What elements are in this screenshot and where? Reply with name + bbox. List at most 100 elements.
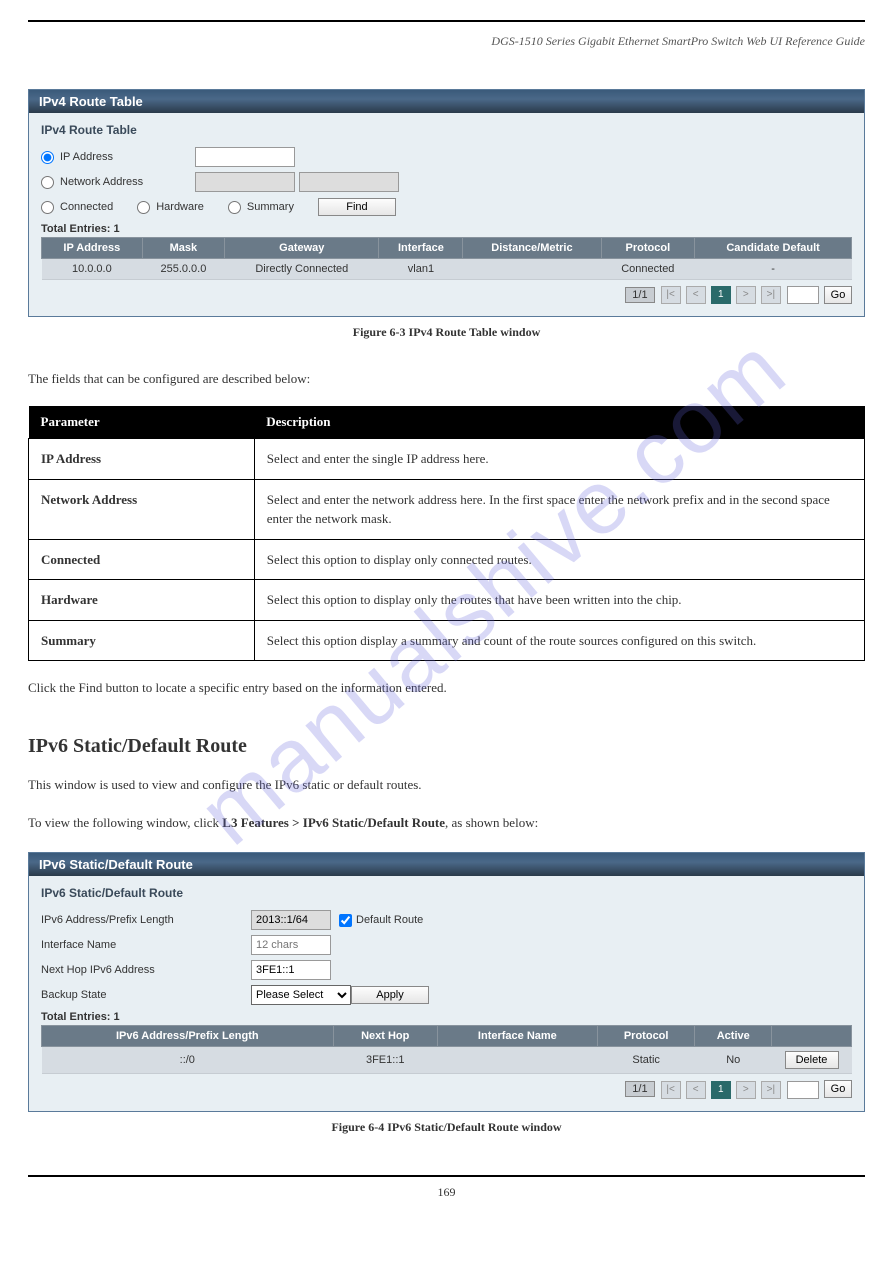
first-page-button[interactable]: |< [661, 1081, 681, 1099]
col-ipv6-address: IPv6 Address/Prefix Length [42, 1026, 334, 1047]
cell: Directly Connected [225, 259, 379, 280]
radio-summary-input[interactable] [228, 201, 241, 214]
param-desc: Select and enter the network address her… [254, 479, 864, 539]
param-name: Summary [29, 620, 255, 661]
label-backup-state: Backup State [41, 989, 251, 1001]
next-page-button[interactable]: > [736, 286, 756, 304]
first-page-button[interactable]: |< [661, 286, 681, 304]
table-row: Network AddressSelect and enter the netw… [29, 479, 865, 539]
figure-caption-1: Figure 6-3 IPv4 Route Table window [28, 325, 865, 340]
go-button[interactable]: Go [824, 286, 852, 304]
col-distance-metric: Distance/Metric [463, 238, 601, 259]
ipv4-panel-title: IPv4 Route Table [29, 90, 864, 113]
param-desc: Select this option display a summary and… [254, 620, 864, 661]
radio-hardware[interactable]: Hardware [137, 201, 204, 214]
network-prefix-input[interactable] [195, 172, 295, 192]
default-route-label: Default Route [356, 914, 423, 926]
table-row: HardwareSelect this option to display on… [29, 580, 865, 621]
page-1-button[interactable]: 1 [711, 1081, 731, 1099]
ip-address-input[interactable] [195, 147, 295, 167]
next-hop-input[interactable] [251, 960, 331, 980]
param-head-description: Description [254, 406, 864, 439]
cell: Static [597, 1047, 695, 1074]
ipv6-panel-title: IPv6 Static/Default Route [29, 853, 864, 876]
param-desc: Select this option to display only the r… [254, 580, 864, 621]
ipv4-route-table: IP Address Mask Gateway Interface Distan… [41, 237, 852, 280]
section-intro: This window is used to view and configur… [28, 774, 865, 796]
ipv6-pager: 1/1 |< < 1 > >| Go [41, 1080, 852, 1098]
col-gateway: Gateway [225, 238, 379, 259]
param-name: Connected [29, 539, 255, 580]
backup-state-select[interactable]: Please Select [251, 985, 351, 1005]
rule-bottom [28, 1175, 865, 1177]
page-number-input[interactable] [787, 286, 819, 304]
param-name: IP Address [29, 439, 255, 480]
radio-summary-label: Summary [247, 201, 294, 213]
go-button[interactable]: Go [824, 1080, 852, 1098]
radio-hardware-label: Hardware [156, 201, 204, 213]
apply-button[interactable]: Apply [351, 986, 429, 1004]
nav-path: L3 Features > IPv6 Static/Default Route [222, 815, 445, 830]
col-next-hop: Next Hop [333, 1026, 437, 1047]
param-desc: Select and enter the single IP address h… [254, 439, 864, 480]
cell: 3FE1::1 [333, 1047, 437, 1074]
network-mask-input[interactable] [299, 172, 399, 192]
nav-post: , as shown below: [445, 815, 538, 830]
page-1-button[interactable]: 1 [711, 286, 731, 304]
last-page-button[interactable]: >| [761, 1081, 781, 1099]
page-indicator: 1/1 [625, 287, 654, 303]
radio-connected-label: Connected [60, 201, 113, 213]
radio-hardware-input[interactable] [137, 201, 150, 214]
radio-summary[interactable]: Summary [228, 201, 294, 214]
col-active: Active [695, 1026, 772, 1047]
radio-connected[interactable]: Connected [41, 201, 113, 214]
label-interface-name: Interface Name [41, 939, 251, 951]
radio-network-address[interactable]: Network Address [41, 176, 171, 189]
param-name: Hardware [29, 580, 255, 621]
ipv6-sub-title: IPv6 Static/Default Route [41, 886, 852, 900]
ipv6-panel: IPv6 Static/Default Route IPv6 Static/De… [28, 852, 865, 1111]
table-row: ConnectedSelect this option to display o… [29, 539, 865, 580]
next-page-button[interactable]: > [736, 1081, 756, 1099]
cell: ::/0 [42, 1047, 334, 1074]
prev-page-button[interactable]: < [686, 286, 706, 304]
radio-ip-address-label: IP Address [60, 151, 113, 163]
radio-network-address-input[interactable] [41, 176, 54, 189]
nav-pre: To view the following window, click [28, 815, 222, 830]
radio-ip-address[interactable]: IP Address [41, 151, 171, 164]
col-interface: Interface [379, 238, 463, 259]
label-next-hop: Next Hop IPv6 Address [41, 964, 251, 976]
ipv6-address-input[interactable] [251, 910, 331, 930]
radio-network-address-label: Network Address [60, 176, 143, 188]
param-name: Network Address [29, 479, 255, 539]
find-button[interactable]: Find [318, 198, 396, 216]
page-number-input[interactable] [787, 1081, 819, 1099]
param-desc: Select this option to display only conne… [254, 539, 864, 580]
col-candidate-default: Candidate Default [695, 238, 852, 259]
col-ip-address: IP Address [42, 238, 143, 259]
col-protocol: Protocol [601, 238, 695, 259]
ipv4-total-entries: Total Entries: 1 [41, 223, 852, 235]
table-row: IP AddressSelect and enter the single IP… [29, 439, 865, 480]
table-row: ::/0 3FE1::1 Static No Delete [42, 1047, 852, 1074]
default-route-checkbox[interactable] [339, 914, 352, 927]
cell [437, 1047, 597, 1074]
ipv4-sub-title: IPv4 Route Table [41, 123, 852, 137]
radio-connected-input[interactable] [41, 201, 54, 214]
rule-top [28, 20, 865, 22]
radio-ip-address-input[interactable] [41, 151, 54, 164]
table-row: 10.0.0.0 255.0.0.0 Directly Connected vl… [42, 259, 852, 280]
section-heading: IPv6 Static/Default Route [28, 735, 865, 758]
cell: No [695, 1047, 772, 1074]
cell: 10.0.0.0 [42, 259, 143, 280]
ipv6-total-entries: Total Entries: 1 [41, 1011, 852, 1023]
col-actions [772, 1026, 852, 1047]
prev-page-button[interactable]: < [686, 1081, 706, 1099]
delete-button[interactable]: Delete [785, 1051, 839, 1069]
interface-name-input[interactable] [251, 935, 331, 955]
doc-header: DGS-1510 Series Gigabit Ethernet SmartPr… [28, 34, 865, 49]
ipv4-panel: IPv4 Route Table IPv4 Route Table IP Add… [28, 89, 865, 317]
last-page-button[interactable]: >| [761, 286, 781, 304]
ipv4-pager: 1/1 |< < 1 > >| Go [41, 286, 852, 304]
table-row: SummarySelect this option display a summ… [29, 620, 865, 661]
